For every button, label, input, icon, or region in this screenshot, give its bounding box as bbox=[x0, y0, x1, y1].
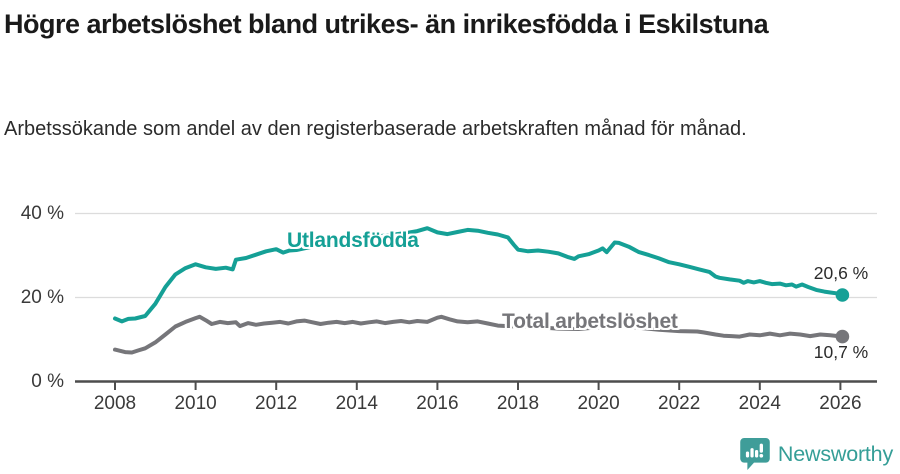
x-tick-label: 2012 bbox=[255, 393, 298, 414]
series-label-utlandsfodda: Utlandsfödda bbox=[287, 229, 419, 252]
x-tick-label: 2010 bbox=[174, 393, 217, 414]
series-line-0 bbox=[113, 226, 845, 324]
x-tick-label: 2014 bbox=[335, 393, 378, 414]
series-line-1 bbox=[113, 314, 845, 355]
chart-title: Högre arbetslöshet bland utrikes- än inr… bbox=[4, 9, 769, 39]
x-tick-label: 2020 bbox=[577, 393, 620, 414]
series-label-total-arbetsloshet: Total arbetslöshet bbox=[502, 310, 678, 333]
series-endpoint-dot-0 bbox=[835, 288, 850, 302]
x-tick-label: 2018 bbox=[496, 393, 540, 414]
x-tick-label: 2008 bbox=[93, 393, 137, 414]
newsworthy-logo-icon bbox=[740, 438, 770, 470]
y-tick-label: 40 % bbox=[20, 202, 64, 224]
y-tick-label: 0 % bbox=[31, 370, 64, 392]
chart-subtitle: Arbetssökande som andel av den registerb… bbox=[4, 118, 747, 140]
x-tick-label: 2022 bbox=[658, 393, 701, 414]
newsworthy-brand-link[interactable]: Newsworthy bbox=[740, 438, 893, 470]
x-tick-label: 2024 bbox=[738, 393, 781, 414]
brand-name: Newsworthy bbox=[777, 441, 893, 466]
y-tick-label: 20 % bbox=[20, 286, 64, 308]
end-value-label-total-arbetsloshet: 10,7 % bbox=[813, 342, 869, 362]
end-value-label-utlandsfodda: 20,6 % bbox=[813, 263, 869, 283]
x-tick-label: 2026 bbox=[819, 393, 862, 414]
x-tick-label: 2016 bbox=[416, 393, 459, 414]
